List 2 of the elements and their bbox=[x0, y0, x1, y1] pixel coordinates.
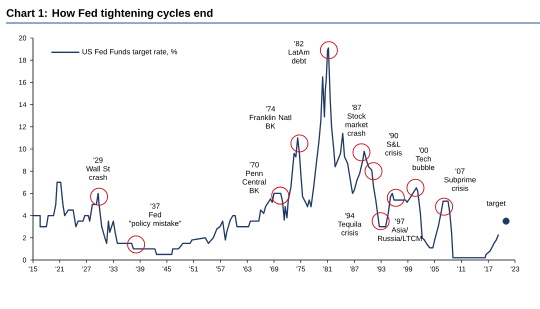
point bbox=[502, 218, 510, 225]
chart-title: Chart 1: How Fed tightening cycles end bbox=[6, 8, 212, 20]
